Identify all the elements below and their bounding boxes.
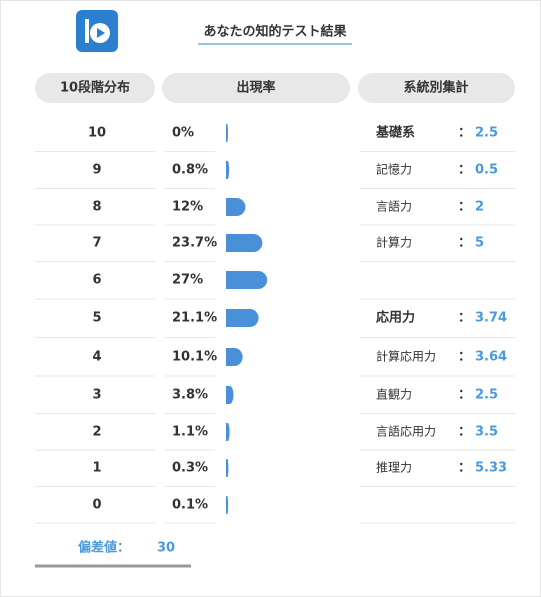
rate-label: 0.1% xyxy=(172,498,208,513)
rate-bar xyxy=(226,234,263,252)
stat-value: 5.33 xyxy=(475,461,507,476)
page-title: あなたの知的テスト結果 xyxy=(203,24,346,40)
level: 5 xyxy=(92,311,101,326)
logo-play xyxy=(97,28,105,38)
rate-label: 3.8% xyxy=(172,388,208,403)
stat-separator: ： xyxy=(458,236,471,251)
stat-name: 計算応用力 xyxy=(376,349,436,364)
stat-value: 5 xyxy=(475,236,484,251)
rate-bar xyxy=(226,496,229,514)
rate-bar xyxy=(226,423,230,441)
stat-name: 応用力 xyxy=(376,310,415,326)
level: 6 xyxy=(92,273,101,288)
rate-bar xyxy=(226,198,246,216)
stat-value: 3.64 xyxy=(475,350,507,365)
stat-separator: ： xyxy=(458,200,471,215)
level: 7 xyxy=(92,236,101,251)
level: 10 xyxy=(88,126,106,141)
stat-name: 記憶力 xyxy=(376,162,412,177)
rate-bar xyxy=(226,271,268,289)
stat-value: 3.74 xyxy=(475,311,507,326)
rate-bar xyxy=(226,386,234,404)
column-header: 10段階分布 xyxy=(60,80,130,96)
stat-separator: ： xyxy=(458,311,471,326)
column-header: 系統別集計 xyxy=(403,80,468,96)
level: 3 xyxy=(92,388,101,403)
rate-bar xyxy=(226,309,259,327)
stat-value: 2.5 xyxy=(475,388,498,403)
level: 2 xyxy=(92,425,101,440)
header-pill xyxy=(162,73,350,103)
level: 4 xyxy=(92,350,101,365)
score-label: 偏差値： xyxy=(78,540,130,556)
rate-label: 0.3% xyxy=(172,461,208,476)
stat-separator: ： xyxy=(458,388,471,403)
level: 1 xyxy=(92,461,101,476)
rate-label: 10.1% xyxy=(172,350,217,365)
level: 9 xyxy=(92,163,101,178)
stat-value: 3.5 xyxy=(475,425,498,440)
rate-label: 0.8% xyxy=(172,163,208,178)
stat-name: 基礎系 xyxy=(375,125,415,141)
score-value: 30 xyxy=(157,541,175,556)
header-pill xyxy=(358,73,515,103)
stat-value: 2.5 xyxy=(475,126,498,141)
rate-label: 23.7% xyxy=(172,236,217,251)
column-header: 出現率 xyxy=(236,80,275,96)
stat-name: 直観力 xyxy=(376,388,412,402)
rate-label: 27% xyxy=(172,273,203,288)
level: 0 xyxy=(92,498,101,513)
stat-value: 0.5 xyxy=(475,163,498,178)
stat-name: 推理力 xyxy=(376,461,412,475)
rate-bar xyxy=(226,459,229,477)
stat-separator: ： xyxy=(458,126,471,141)
stat-name: 計算力 xyxy=(376,235,412,250)
header-pill xyxy=(35,73,155,103)
rate-label: 0% xyxy=(172,126,194,141)
rate-bar xyxy=(226,161,230,179)
stat-separator: ： xyxy=(458,350,471,365)
stat-name: 言語力 xyxy=(376,199,412,214)
rate-label: 12% xyxy=(172,200,203,215)
stat-separator: ： xyxy=(458,163,471,178)
rate-label: 21.1% xyxy=(172,311,217,326)
rate-bar xyxy=(226,124,228,142)
stat-value: 2 xyxy=(475,200,484,215)
stat-name: 言語応用力 xyxy=(376,424,436,439)
logo-bar xyxy=(85,19,89,43)
level: 8 xyxy=(92,200,101,215)
rate-bar xyxy=(226,348,243,366)
stat-separator: ： xyxy=(458,425,471,440)
stat-separator: ： xyxy=(458,461,471,476)
rate-label: 1.1% xyxy=(172,425,208,440)
